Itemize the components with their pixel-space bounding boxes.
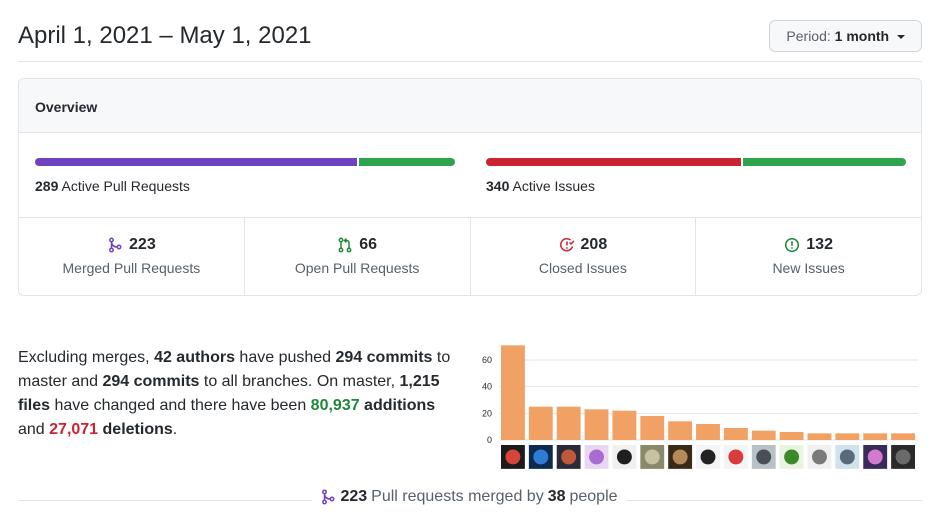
merged-pull-requests-value: 223 [129,236,156,253]
summary-text: to master and [18,349,451,390]
summary-text: have pushed [234,349,336,366]
contributor-bar[interactable] [807,433,832,440]
new-segment [742,158,906,166]
y-tick-label: 20 [482,408,492,418]
contributor-bar[interactable] [779,432,804,440]
contributor-bar[interactable] [668,421,693,440]
period-label: Period: [786,28,831,44]
active-pull-requests-count: 289 [35,178,59,194]
contributor-avatar[interactable] [612,445,637,469]
contributor-bar[interactable] [835,433,860,440]
merged-count: 223 [340,488,368,505]
active-issues-label: Active Issues [512,178,595,194]
stat-closed-issues[interactable]: 208 Closed Issues [471,218,697,295]
commits-to-all-branches: 294 commits [102,373,200,390]
overview-stats: 223 Merged Pull Requests 66 Open Pull Re… [19,218,921,295]
stat-new-issues[interactable]: 132 New Issues [696,218,921,295]
contributor-bar[interactable] [751,430,776,440]
summary-text: and [18,421,50,438]
contributor-bar[interactable] [696,424,720,440]
summary-text: to all branches. On master, [199,373,400,390]
additions-word: additions [359,397,436,414]
contributor-avatar[interactable] [556,445,581,469]
contributor-avatar[interactable] [501,445,525,469]
contributor-avatar[interactable] [696,445,720,469]
merged-pull-requests-label: Merged Pull Requests [62,260,201,276]
active-issues-count: 340 [486,178,510,194]
contributor-avatar[interactable] [751,445,776,469]
git-merge-icon [107,237,123,253]
authors-count: 42 authors [154,349,235,366]
open-pull-requests-label: Open Pull Requests [294,260,420,276]
stat-open-pull-requests[interactable]: 66 Open Pull Requests [245,218,471,295]
additions-count: 80,937 [310,397,360,414]
y-tick-label: 40 [482,382,492,392]
contributor-bar[interactable] [612,410,637,440]
commit-summary: Excluding merges, 42 authors have pushed… [18,346,463,442]
contributor-avatar[interactable] [807,445,832,469]
issues-summary[interactable]: 340 Active Issues [486,158,906,194]
contributor-avatar[interactable] [584,445,609,469]
git-pull-request-icon [337,237,353,253]
overview-title: Overview [19,79,921,133]
summary-text: . [172,421,178,438]
deletions-word: deletions [98,421,173,438]
caret-down-icon [897,35,905,40]
contributor-avatar[interactable] [640,445,665,469]
contributors-bar-chart: 0 20 40 60 [482,345,918,469]
git-merge-icon [320,489,336,505]
deletions-count: 27,071 [49,421,99,438]
issue-closed-icon [559,237,575,253]
contributor-avatar[interactable] [723,445,748,469]
contributor-bar[interactable] [891,433,915,440]
closed-segment [486,158,741,166]
contributor-bar[interactable] [556,406,581,440]
date-range-title: April 1, 2021 – May 1, 2021 [18,22,312,49]
period-dropdown-button[interactable]: Period: 1 month [769,20,922,52]
y-tick-label: 0 [487,435,492,445]
y-tick-label: 60 [482,355,492,365]
new-issues-label: New Issues [772,260,845,276]
merged-segment [35,158,357,166]
summary-text: have changed and there have been [50,397,311,414]
files-changed: 1,215 files [18,373,440,414]
period-header: April 1, 2021 – May 1, 2021 Period: 1 mo… [18,14,922,62]
contributor-avatar[interactable] [835,445,860,469]
people-count: 38 [547,488,566,505]
contributor-bar[interactable] [723,428,748,440]
period-value: 1 month [834,28,890,44]
people-text: people [569,488,618,505]
open-segment [358,158,455,166]
contributor-avatar[interactable] [779,445,804,469]
pull-requests-summary[interactable]: 289 Active Pull Requests [35,158,455,194]
commits-to-master: 294 commits [335,349,433,366]
contributor-bar[interactable] [863,433,888,440]
closed-issues-label: Closed Issues [538,260,627,276]
closed-issues-value: 208 [580,236,608,253]
open-pull-requests-value: 66 [359,236,378,253]
summary-text: Excluding merges, [18,349,155,366]
new-issues-value: 132 [806,236,833,253]
contributor-bar[interactable] [501,345,525,440]
merged-pull-requests-note: 223 Pull requests merged by 38 people [0,488,938,510]
stat-merged-pull-requests[interactable]: 223 Merged Pull Requests [19,218,245,295]
issue-opened-icon [784,237,800,253]
contributor-bar[interactable] [528,406,553,440]
issues-progress-bar [486,158,906,166]
merged-text: Pull requests merged by [371,488,544,505]
contributor-avatar[interactable] [528,445,553,469]
overview-bars: 289 Active Pull Requests 340 Active Issu… [19,133,921,218]
contributor-bar[interactable] [640,416,665,440]
contributor-avatar[interactable] [668,445,693,469]
contributor-avatar[interactable] [863,445,888,469]
active-pull-requests-label: Active Pull Requests [61,178,190,194]
contributor-avatar[interactable] [891,445,915,469]
overview-panel: Overview 289 Active Pull Requests 340 Ac… [18,78,922,296]
contributor-bar[interactable] [584,409,609,440]
pull-requests-progress-bar [35,158,455,166]
